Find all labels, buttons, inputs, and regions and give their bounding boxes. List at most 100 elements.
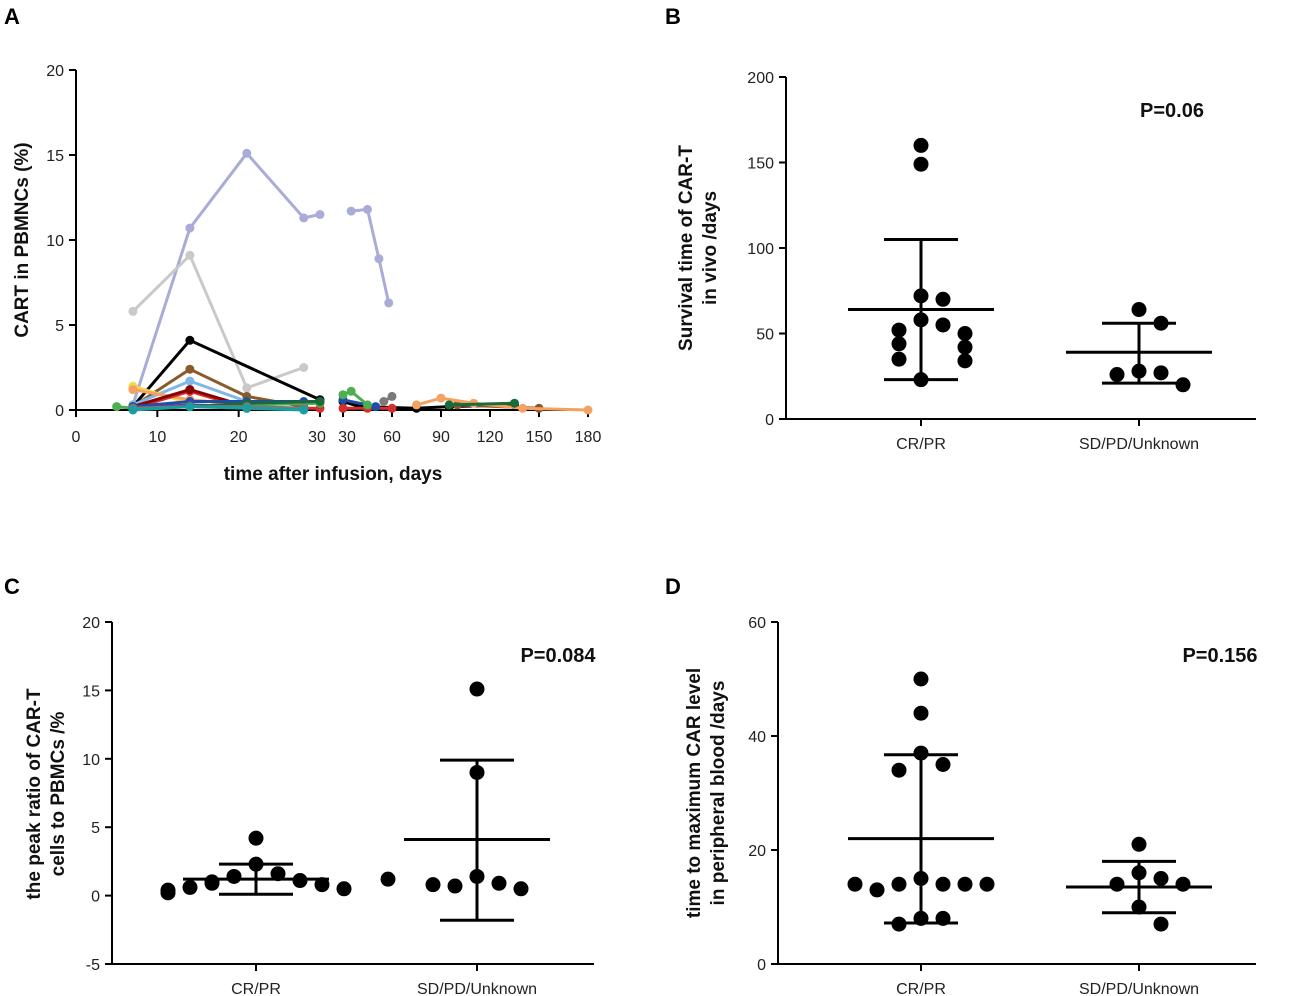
panel-c-axes: -5 0 5 10 15 20 CR/PR SD/PD/Unknown — [82, 615, 594, 996]
c-x-tick-label: CR/PR — [231, 981, 281, 996]
c-y-tick-label: 10 — [82, 752, 100, 769]
a-series-point-black — [185, 335, 195, 345]
b-data-point — [935, 317, 951, 333]
a-x-tick-label: 60 — [383, 429, 401, 446]
d-data-point — [1153, 916, 1169, 932]
b-data-point — [935, 291, 951, 307]
a-series-line-teal — [132, 405, 304, 412]
a-x-tick-label: 180 — [575, 429, 602, 446]
b-data-point — [913, 156, 929, 172]
a-series-point-light-gray — [242, 383, 252, 393]
a-series-point-light-gray — [128, 306, 138, 316]
c-data-point — [248, 830, 264, 846]
d-data-point — [913, 745, 929, 761]
c-data-point — [491, 875, 507, 891]
panel-d-marks — [847, 671, 1212, 932]
a-x-tick-label: 90 — [432, 429, 450, 446]
c-y-tick-label: 0 — [91, 889, 100, 906]
panel-a-ylabel: CART in PBMNCs (%) — [12, 142, 33, 337]
b-data-point — [913, 137, 929, 153]
d-data-point — [913, 671, 929, 687]
c-data-point — [447, 878, 463, 894]
a-x-tick-label: 150 — [526, 429, 553, 446]
a-series-point-lavender — [363, 204, 372, 214]
d-y-tick-label: 60 — [748, 615, 766, 632]
panel-a-letter: A — [4, 4, 20, 29]
c-data-point — [160, 885, 176, 901]
b-y-tick-label: 0 — [765, 412, 774, 429]
d-data-point — [1109, 876, 1125, 892]
b-y-tick-label: 50 — [756, 327, 774, 344]
a-series-point-lavender — [242, 148, 252, 158]
a-series-point-light-gray — [185, 250, 195, 260]
a-series-point-dark-green — [510, 398, 519, 408]
d-data-point — [891, 762, 907, 778]
a-series-point-orange — [412, 400, 421, 410]
d-data-point — [913, 705, 929, 721]
a-series-point-green — [112, 402, 122, 412]
panel-a-axes: 0 5 10 15 20 0 10 20 30 30 60 90 120 150 180 — [46, 63, 601, 446]
a-series-point-teal — [242, 403, 252, 413]
a-x-tick-label: 30 — [338, 429, 356, 446]
a-series-point-red — [387, 403, 397, 413]
a-series-point-gray — [387, 391, 397, 401]
d-data-point — [891, 876, 907, 892]
a-series-point-green — [346, 386, 356, 396]
b-data-point — [1175, 377, 1191, 393]
c-y-tick-label: 5 — [91, 820, 100, 837]
b-data-point — [957, 339, 973, 355]
a-series-point-gray — [379, 397, 389, 406]
d-data-point — [869, 882, 885, 898]
a-y-tick-label: 5 — [55, 318, 64, 335]
b-x-tick-label: CR/PR — [896, 436, 946, 453]
panel-a: A 0 5 10 15 20 0 10 20 30 30 60 90 120 150 180 time af… — [4, 4, 601, 485]
panel-c: C -5 0 5 10 15 20 CR/PR SD/PD/Unknown P=0.084 t… — [4, 574, 596, 996]
d-y-tick-label: 0 — [757, 957, 766, 974]
a-series-point-orange — [518, 403, 528, 413]
a-series-line-black — [131, 338, 321, 408]
b-data-point — [891, 322, 907, 338]
panel-c-ylabel-line1: the peak ratio of CAR-T — [24, 688, 45, 900]
a-y-tick-label: 20 — [46, 63, 64, 80]
a-series-point-dark-red — [185, 385, 195, 395]
b-data-point — [957, 353, 973, 369]
a-series-point-light-gray — [299, 363, 309, 372]
panel-b-ylabel-line2: in vivo /days — [700, 191, 721, 305]
a-series-point-lavender — [346, 206, 356, 216]
a-series-point-orange — [583, 405, 593, 415]
panel-d-ylabel-line1: time to maximum CAR level — [684, 668, 705, 918]
d-data-point — [979, 876, 995, 892]
c-y-tick-label: 20 — [82, 615, 100, 632]
a-series-point-teal — [185, 402, 195, 412]
panel-b-marks — [848, 137, 1212, 393]
panel-c-marks — [160, 681, 550, 922]
b-data-point — [1109, 367, 1125, 383]
a-series-point-dark-green — [315, 397, 325, 406]
a-series-point-lavender — [299, 213, 309, 223]
c-data-point — [314, 877, 330, 893]
b-data-point — [957, 326, 973, 341]
a-series-point-teal — [299, 405, 309, 415]
panel-a-xlabel: time after infusion, days — [224, 464, 443, 485]
c-y-tick-label: 15 — [82, 683, 100, 700]
d-data-point — [1153, 871, 1169, 886]
c-data-point — [513, 881, 529, 897]
panel-d-ylabel-line2: in peripheral blood /days — [708, 681, 729, 906]
b-y-tick-label: 150 — [747, 156, 774, 173]
b-x-tick-label: SD/PD/Unknown — [1079, 436, 1199, 453]
c-data-point — [182, 879, 198, 895]
panel-b-letter: B — [665, 4, 681, 29]
a-x-tick-label: 120 — [477, 429, 504, 446]
b-data-point — [1153, 365, 1169, 381]
a-series-point-dark-green — [444, 400, 454, 410]
panel-b-ylabel-line1: Survival time of CAR-T — [676, 145, 697, 351]
a-series-line-lavender — [131, 150, 321, 406]
a-series-point-lavender — [374, 254, 384, 264]
c-y-tick-label: -5 — [86, 957, 100, 974]
d-x-tick-label: SD/PD/Unknown — [1079, 981, 1199, 996]
a-series-point-light-blue — [185, 376, 195, 386]
c-data-point — [226, 868, 242, 884]
panel-c-pvalue: P=0.084 — [520, 645, 596, 667]
d-data-point — [1175, 876, 1191, 892]
